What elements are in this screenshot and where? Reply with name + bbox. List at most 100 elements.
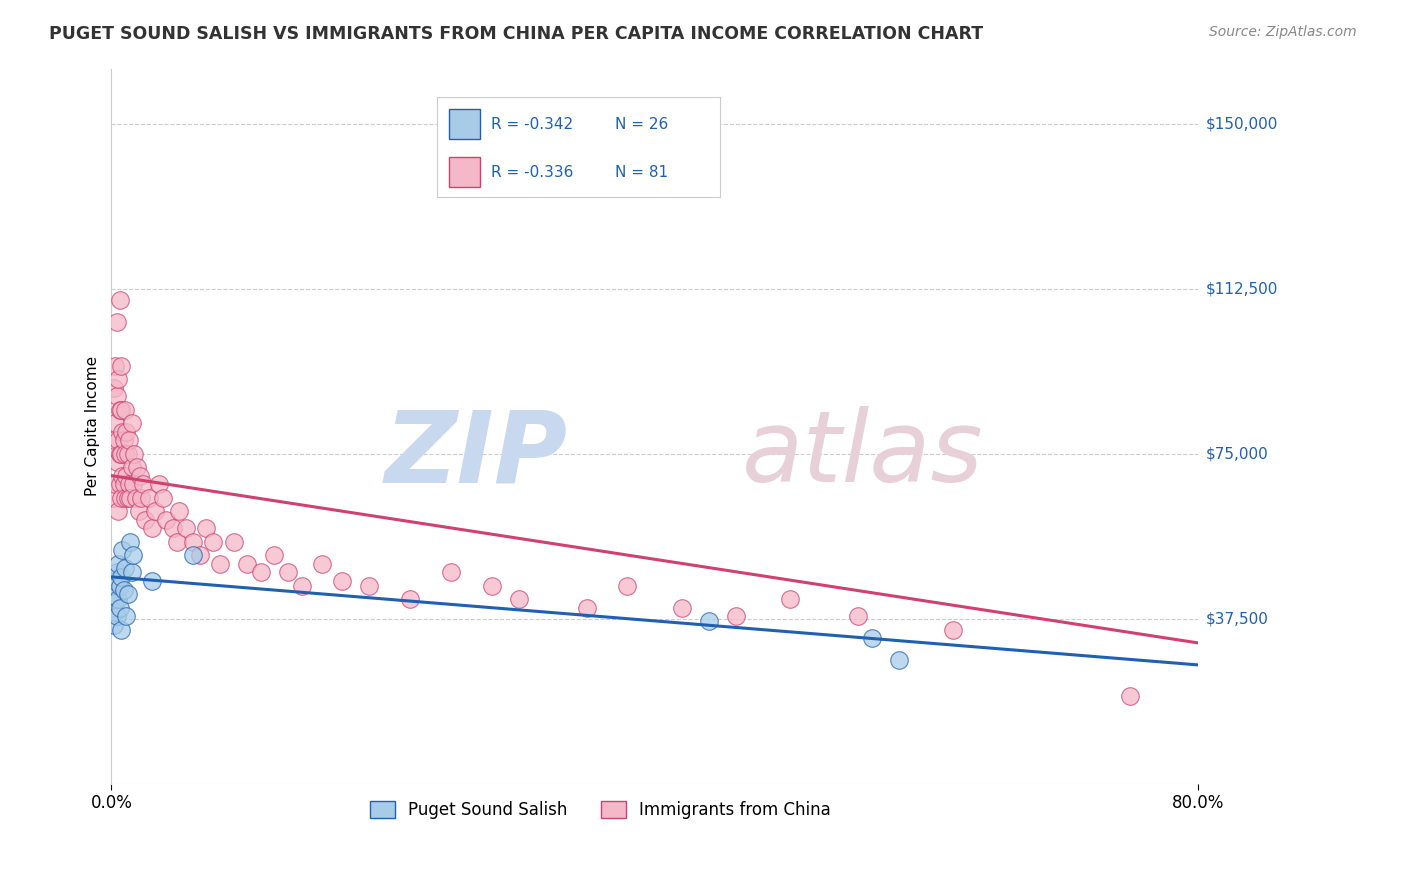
Point: [111, 468, 134, 483]
Point: [152, 491, 174, 505]
Point: [118, 434, 141, 448]
Point: [169, 504, 191, 518]
Point: [148, 477, 170, 491]
Point: [575, 600, 598, 615]
Point: [616, 579, 638, 593]
Point: [122, 548, 145, 562]
Text: $112,500: $112,500: [1206, 281, 1278, 296]
Point: [311, 557, 333, 571]
Point: [188, 548, 211, 562]
Point: [202, 534, 225, 549]
Point: [143, 504, 166, 518]
Point: [671, 600, 693, 615]
Point: [181, 548, 204, 562]
Point: [508, 591, 530, 606]
Point: [121, 459, 143, 474]
Point: [129, 491, 152, 505]
Point: [110, 359, 132, 373]
Point: [110, 623, 132, 637]
Point: [134, 513, 156, 527]
Point: [110, 402, 132, 417]
Point: [124, 447, 146, 461]
Point: [155, 513, 177, 527]
Point: [107, 504, 129, 518]
Point: [114, 561, 136, 575]
Point: [127, 459, 149, 474]
Point: [104, 416, 127, 430]
Point: [277, 566, 299, 580]
Point: [103, 434, 125, 448]
Point: [108, 600, 131, 615]
Text: $37,500: $37,500: [1206, 611, 1270, 626]
Point: [101, 491, 124, 505]
Point: [162, 521, 184, 535]
Point: [111, 543, 134, 558]
Point: [236, 557, 259, 571]
Point: [114, 447, 136, 461]
Point: [115, 609, 138, 624]
Point: [399, 591, 422, 606]
Point: [118, 477, 141, 491]
Point: [112, 434, 135, 448]
Point: [129, 468, 152, 483]
Point: [108, 293, 131, 307]
Point: [121, 416, 143, 430]
Point: [114, 402, 136, 417]
Point: [860, 632, 883, 646]
Point: [117, 447, 139, 461]
Point: [112, 583, 135, 598]
Point: [359, 579, 381, 593]
Point: [112, 477, 135, 491]
Point: [120, 491, 142, 505]
Point: [105, 609, 128, 624]
Point: [108, 402, 131, 417]
Point: [887, 653, 910, 667]
Point: [105, 389, 128, 403]
Point: [107, 591, 129, 606]
Point: [103, 596, 125, 610]
Legend: Puget Sound Salish, Immigrants from China: Puget Sound Salish, Immigrants from Chin…: [363, 794, 838, 825]
Point: [174, 521, 197, 535]
Point: [108, 477, 131, 491]
Point: [128, 504, 150, 518]
Point: [166, 534, 188, 549]
Point: [222, 534, 245, 549]
Text: $75,000: $75,000: [1206, 446, 1268, 461]
Point: [108, 447, 131, 461]
Point: [110, 570, 132, 584]
Point: [779, 591, 801, 606]
Point: [725, 609, 748, 624]
Point: [125, 491, 148, 505]
Point: [111, 425, 134, 439]
Point: [131, 477, 153, 491]
Point: [114, 491, 136, 505]
Point: [481, 579, 503, 593]
Point: [121, 566, 143, 580]
Point: [120, 534, 142, 549]
Point: [117, 491, 139, 505]
Point: [101, 587, 124, 601]
Point: [104, 574, 127, 589]
Point: [122, 477, 145, 491]
Point: [104, 359, 127, 373]
Point: [115, 468, 138, 483]
Point: [330, 574, 353, 589]
Point: [138, 491, 160, 505]
Point: [108, 579, 131, 593]
Point: [846, 609, 869, 624]
Point: [290, 579, 312, 593]
Text: ZIP: ZIP: [385, 406, 568, 503]
Point: [105, 315, 128, 329]
Y-axis label: Per Capita Income: Per Capita Income: [86, 356, 100, 496]
Point: [115, 425, 138, 439]
Text: PUGET SOUND SALISH VS IMMIGRANTS FROM CHINA PER CAPITA INCOME CORRELATION CHART: PUGET SOUND SALISH VS IMMIGRANTS FROM CH…: [49, 25, 983, 43]
Point: [195, 521, 218, 535]
Point: [697, 614, 720, 628]
Point: [117, 587, 139, 601]
Point: [263, 548, 285, 562]
Point: [249, 566, 271, 580]
Text: $150,000: $150,000: [1206, 116, 1278, 131]
Point: [209, 557, 232, 571]
Point: [110, 447, 132, 461]
Text: Source: ZipAtlas.com: Source: ZipAtlas.com: [1209, 25, 1357, 39]
